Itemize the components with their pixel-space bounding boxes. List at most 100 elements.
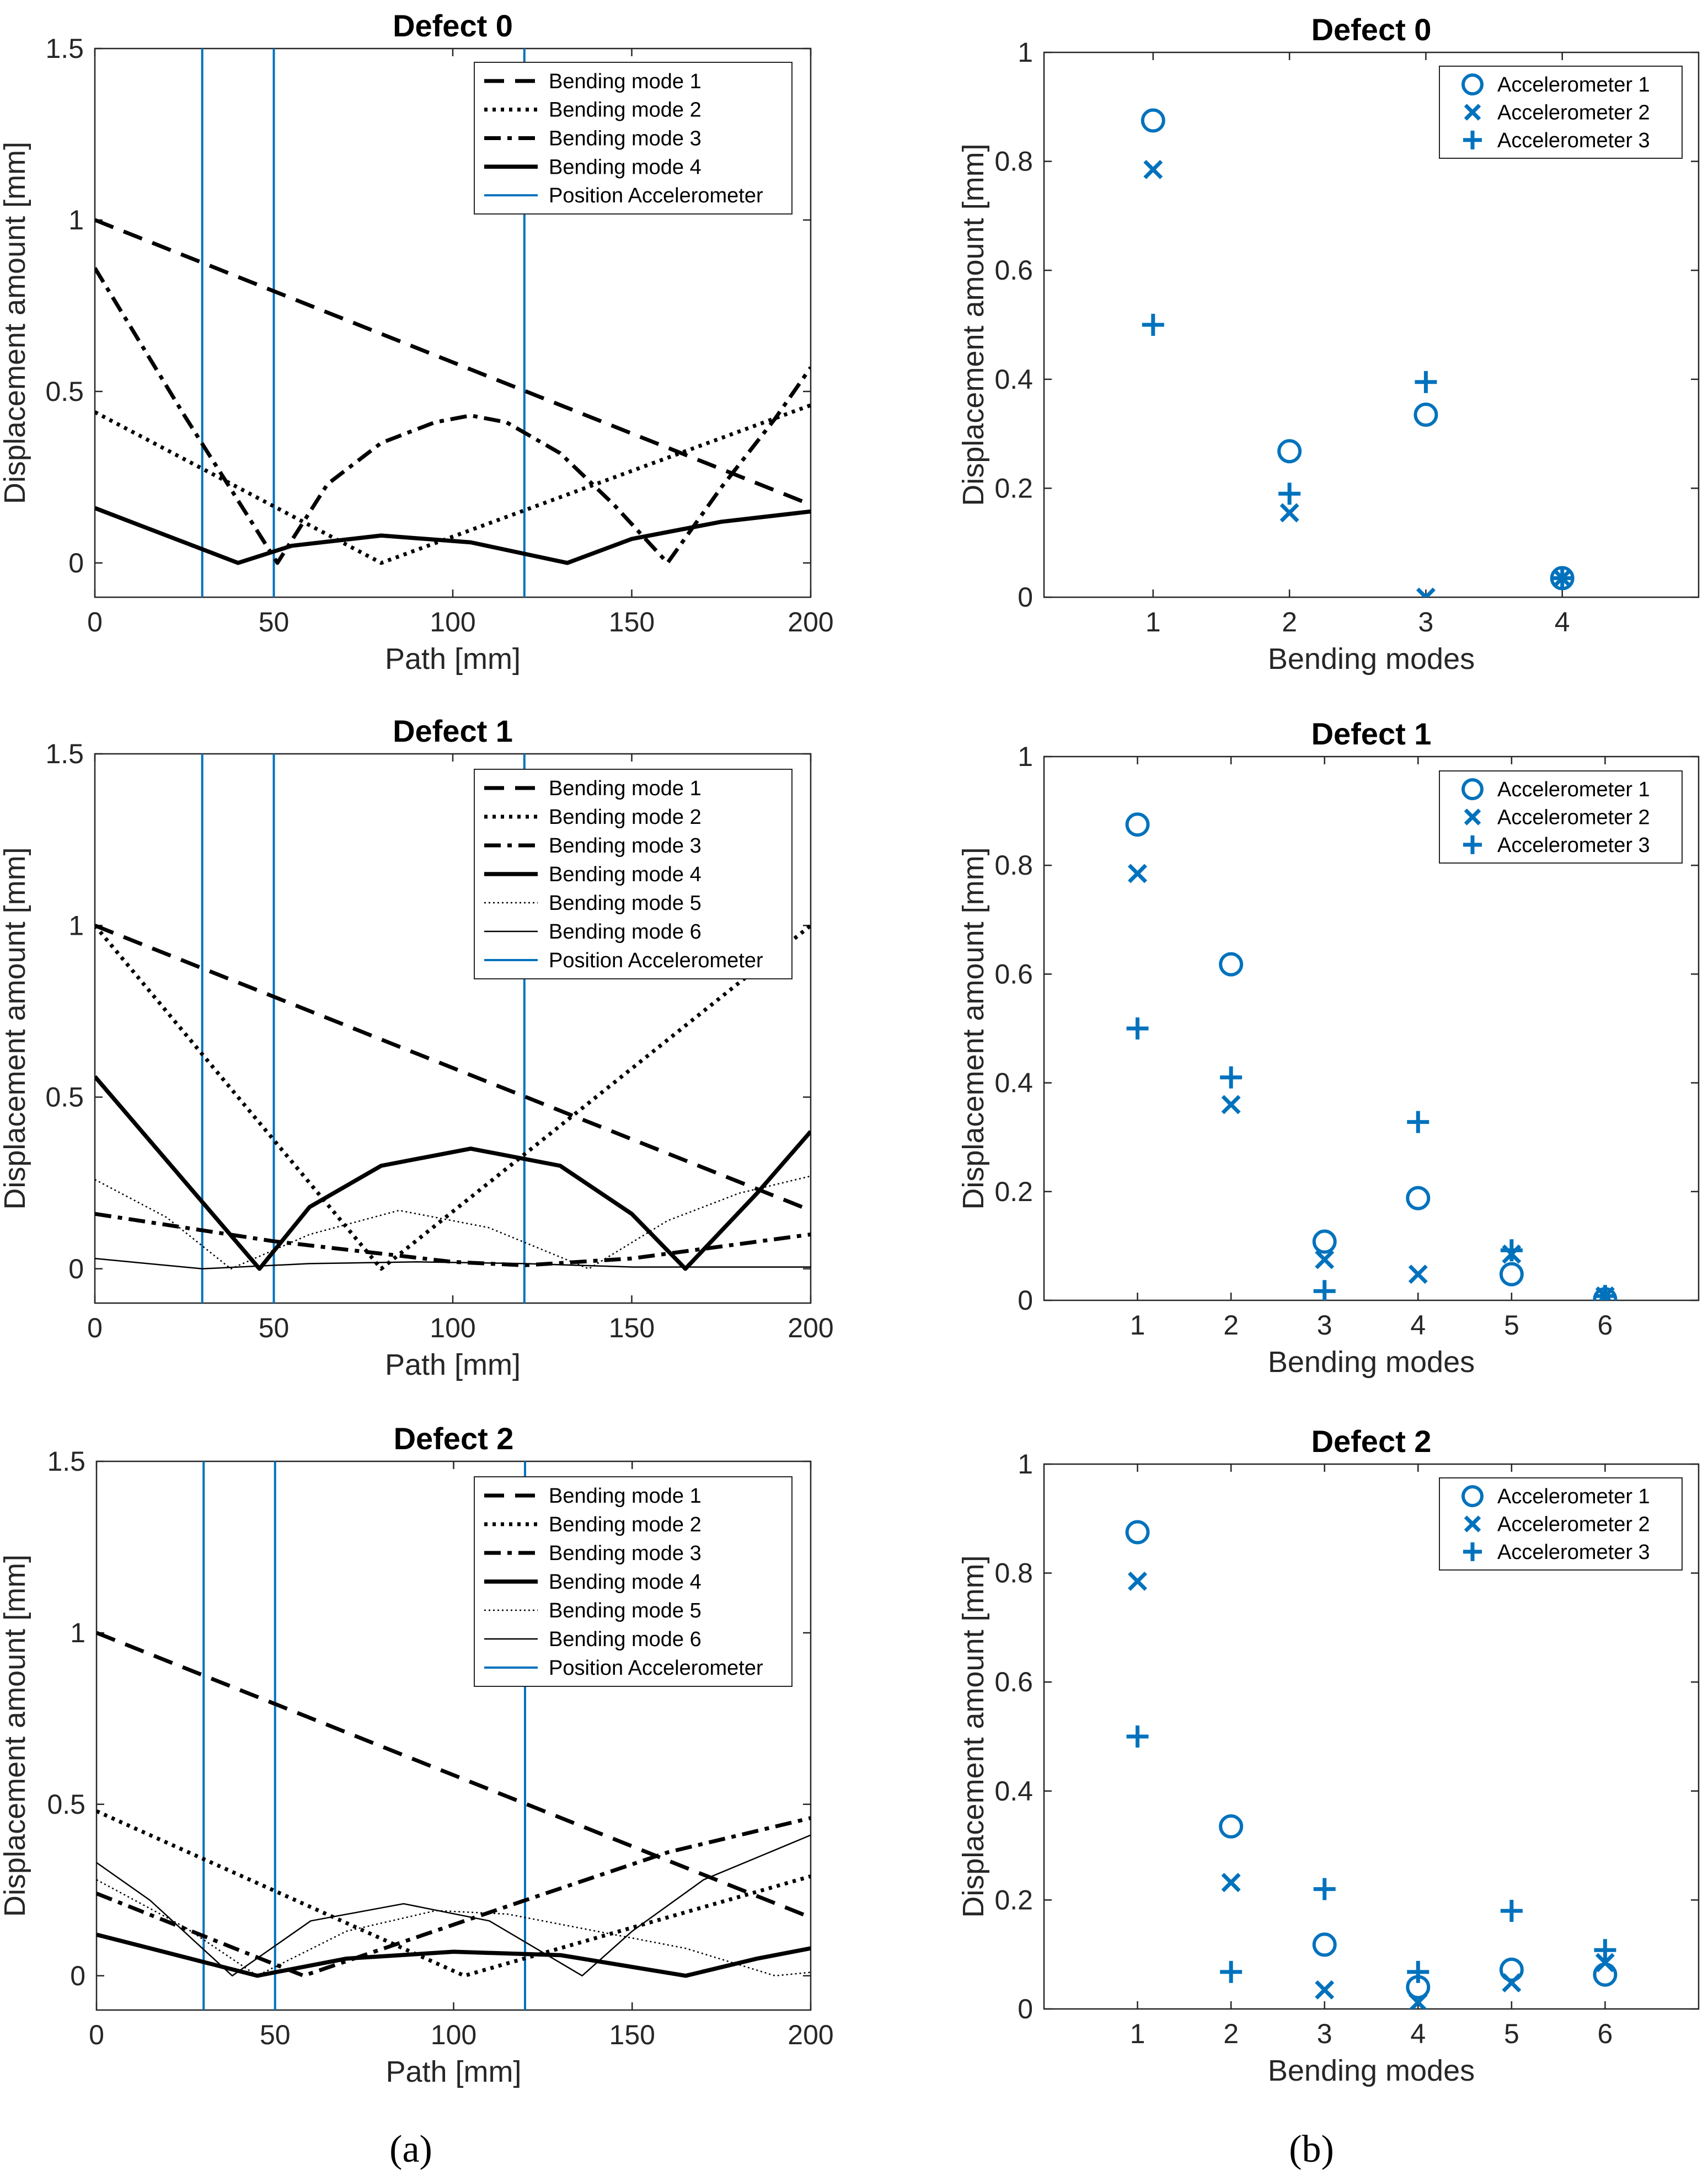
chart-title: Defect 2 <box>1311 1424 1432 1459</box>
x-tick-label: 100 <box>430 1312 475 1343</box>
data-point-x <box>1221 1095 1241 1114</box>
data-point-+ <box>1551 567 1573 590</box>
legend-marker <box>1463 835 1482 854</box>
legend-entry-label: Accelerometer 3 <box>1497 129 1650 152</box>
legend-entry-label: Bending mode 4 <box>549 863 702 886</box>
x-tick-label: 0 <box>89 2019 104 2050</box>
x-tick-label: 200 <box>788 607 833 637</box>
legend-entry-label: Bending mode 1 <box>549 1485 702 1508</box>
y-tick-label: 0.8 <box>994 1558 1033 1589</box>
data-point-o <box>1499 1262 1524 1287</box>
series-line-mode-1 <box>97 1631 811 1920</box>
data-point-+ <box>1500 1900 1523 1922</box>
y-tick-label: 0.5 <box>47 1789 85 1820</box>
series-line-mode-6 <box>97 1834 811 1977</box>
y-tick-label: 0.2 <box>994 1176 1033 1207</box>
y-tick-label: 1 <box>68 205 84 235</box>
legend-entry-label: Accelerometer 2 <box>1497 1513 1650 1536</box>
data-point-x <box>1221 1873 1241 1893</box>
legend-entry-label: Accelerometer 1 <box>1497 73 1650 97</box>
y-tick-label: 0 <box>1018 582 1033 613</box>
series-line-mode-2 <box>97 1809 811 1978</box>
x-tick-label: 0 <box>87 1312 103 1343</box>
series-line-mode-4 <box>95 1075 811 1271</box>
data-layer <box>1125 812 1618 1300</box>
x-tick-label: 3 <box>1317 1310 1332 1341</box>
data-point-+ <box>1415 371 1437 393</box>
x-axis-label: Path [mm] <box>385 2055 521 2088</box>
data-point-+ <box>1407 1960 1429 1983</box>
y-axis-label: Displacement amount [mm] <box>0 1555 31 1917</box>
y-tick-label: 0.8 <box>994 146 1033 177</box>
x-axis-label: Bending modes <box>1268 1346 1475 1379</box>
x-axis-label: Path [mm] <box>385 1348 521 1381</box>
chart-title: Defect 1 <box>1311 716 1432 751</box>
x-tick-label: 50 <box>259 607 290 637</box>
data-point-+ <box>1126 1725 1149 1748</box>
chart-a1: Defect 1 0 50 100 150 200 0 0.5 1 1.5 Path [mm] Dis… <box>0 714 834 1381</box>
y-tick-label: 0.4 <box>994 1068 1033 1098</box>
data-point-o <box>1219 1814 1244 1839</box>
y-tick-label: 0.5 <box>45 1082 84 1113</box>
legend-entry-label: Position Accelerometer <box>549 184 763 207</box>
x-tick-label: 2 <box>1282 607 1297 637</box>
x-tick-label: 4 <box>1410 1310 1426 1341</box>
x-tick-label: 1 <box>1130 2018 1145 2049</box>
series-line-mode-4 <box>97 1932 811 1978</box>
x-tick-label: 100 <box>431 2019 476 2050</box>
x-tick-label: 2 <box>1223 1310 1239 1341</box>
x-tick-label: 3 <box>1317 2018 1332 2049</box>
panel-label-a: (a) <box>389 2128 432 2171</box>
x-tick-label: 50 <box>260 2019 291 2050</box>
data-point-o <box>1125 1520 1150 1545</box>
x-axis-label: Bending modes <box>1268 2054 1475 2087</box>
x-tick-label: 5 <box>1504 1310 1519 1341</box>
data-point-+ <box>1407 1111 1429 1133</box>
y-axis-label: Displacement amount [mm] <box>957 847 990 1209</box>
data-point-o <box>1125 812 1150 837</box>
x-tick-label: 6 <box>1598 1310 1613 1341</box>
data-point-x <box>1502 1973 1522 1993</box>
data-layer <box>1125 1520 1618 2009</box>
legend-marker <box>1464 1515 1481 1532</box>
y-tick-label: 0 <box>1018 1994 1033 2024</box>
legend-entry-label: Accelerometer 1 <box>1497 1485 1650 1508</box>
legend-entry-label: Position Accelerometer <box>549 949 763 972</box>
chart-a2: Defect 2 0 50 100 150 200 0 0.5 1 1.5 Path [mm] Dis… <box>0 1421 834 2088</box>
data-point-+ <box>1500 1239 1523 1262</box>
x-tick-label: 150 <box>609 607 655 637</box>
series-line-mode-2 <box>95 403 811 565</box>
x-tick-label: 4 <box>1410 2018 1426 2049</box>
legend-entry-label: Accelerometer 3 <box>1497 834 1650 857</box>
legend-entry-label: Bending mode 5 <box>549 1599 702 1622</box>
legend-entry-label: Bending mode 4 <box>549 1571 702 1594</box>
data-point-+ <box>1126 1017 1149 1039</box>
data-point-+ <box>1594 1285 1616 1300</box>
data-point-x <box>1128 1571 1148 1591</box>
y-tick-label: 0.4 <box>994 1776 1033 1807</box>
x-tick-label: 1 <box>1145 607 1161 637</box>
chart-a0: Defect 0 0 50 100 150 200 0 0.5 1 1.5 Path [mm] Dis… <box>0 8 834 676</box>
y-tick-label: 0 <box>1018 1285 1033 1316</box>
x-tick-label: 50 <box>259 1312 290 1343</box>
x-tick-label: 0 <box>87 607 103 637</box>
x-tick-label: 150 <box>609 2019 655 2050</box>
legend-entry-label: Bending mode 6 <box>549 1628 702 1651</box>
y-axis-label: Displacement amount [mm] <box>0 847 31 1209</box>
legend-marker <box>1461 73 1484 96</box>
legend-marker <box>1461 778 1484 801</box>
y-tick-label: 0.6 <box>994 1666 1033 1697</box>
chart-title: Defect 0 <box>393 8 513 43</box>
y-tick-label: 1 <box>70 1617 85 1648</box>
chart-title: Defect 0 <box>1311 12 1432 47</box>
legend-marker <box>1463 130 1482 149</box>
data-point-+ <box>1313 1878 1336 1900</box>
x-tick-label: 3 <box>1418 607 1434 637</box>
y-tick-label: 1.5 <box>45 33 84 64</box>
y-tick-label: 0.6 <box>994 958 1033 989</box>
series-line-mode-1 <box>95 218 811 507</box>
data-point-+ <box>1220 1066 1243 1089</box>
y-tick-label: 0 <box>68 548 84 578</box>
legend-marker <box>1464 808 1481 826</box>
data-point-o <box>1141 108 1165 133</box>
